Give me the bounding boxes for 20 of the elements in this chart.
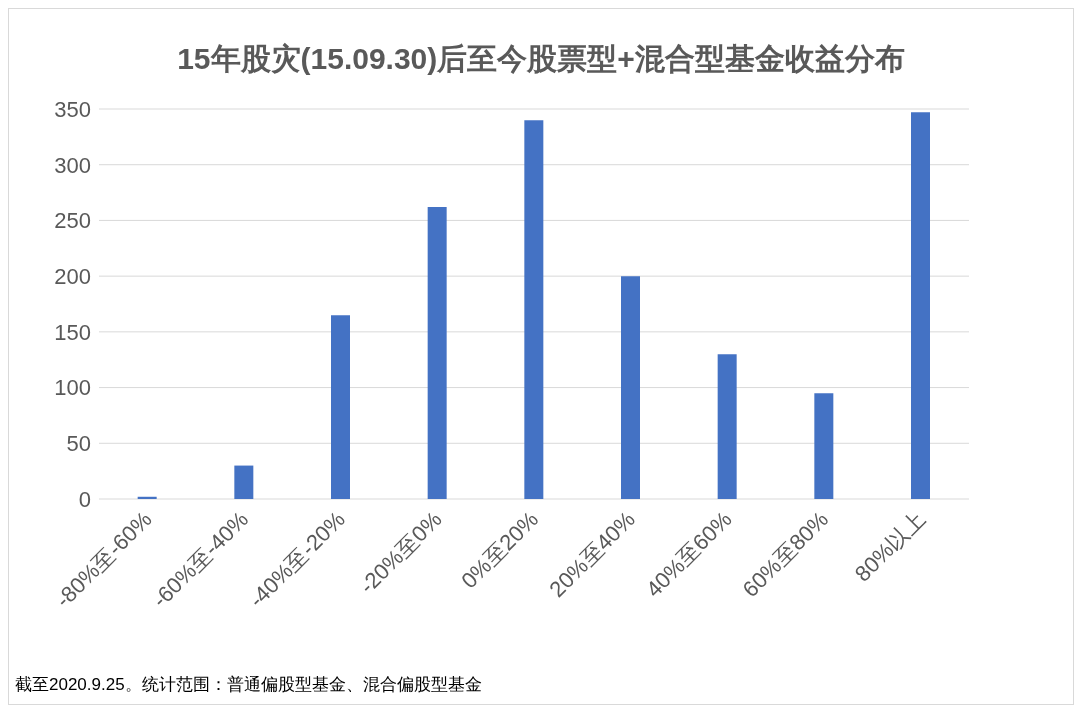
- y-tick-label: 250: [54, 208, 91, 234]
- bar: [427, 207, 447, 499]
- text: 截至2020.9.25。统计范围：普通偏股型基金、混合偏股型基金: [15, 674, 482, 696]
- y-tick-label: 100: [54, 375, 91, 401]
- bar: [331, 315, 350, 499]
- x-tick-label: 80%以上: [849, 506, 930, 587]
- y-tick-label: 150: [54, 319, 91, 345]
- y-tick-label: 0: [78, 486, 91, 512]
- bar: [137, 496, 157, 499]
- bar: [524, 120, 544, 499]
- y-tick-label: 350: [54, 96, 91, 122]
- chart-title: 15年股灾(15.09.30)后至今股票型+混合型基金收益分布: [177, 42, 905, 75]
- y-tick-label: 300: [54, 152, 91, 178]
- y-tick-label: 200: [54, 263, 91, 289]
- bar: [814, 393, 834, 499]
- bar: [621, 276, 640, 499]
- y-tick-label: 50: [66, 431, 91, 457]
- bar: [234, 465, 254, 499]
- bar: [717, 354, 737, 499]
- bar: [911, 112, 930, 499]
